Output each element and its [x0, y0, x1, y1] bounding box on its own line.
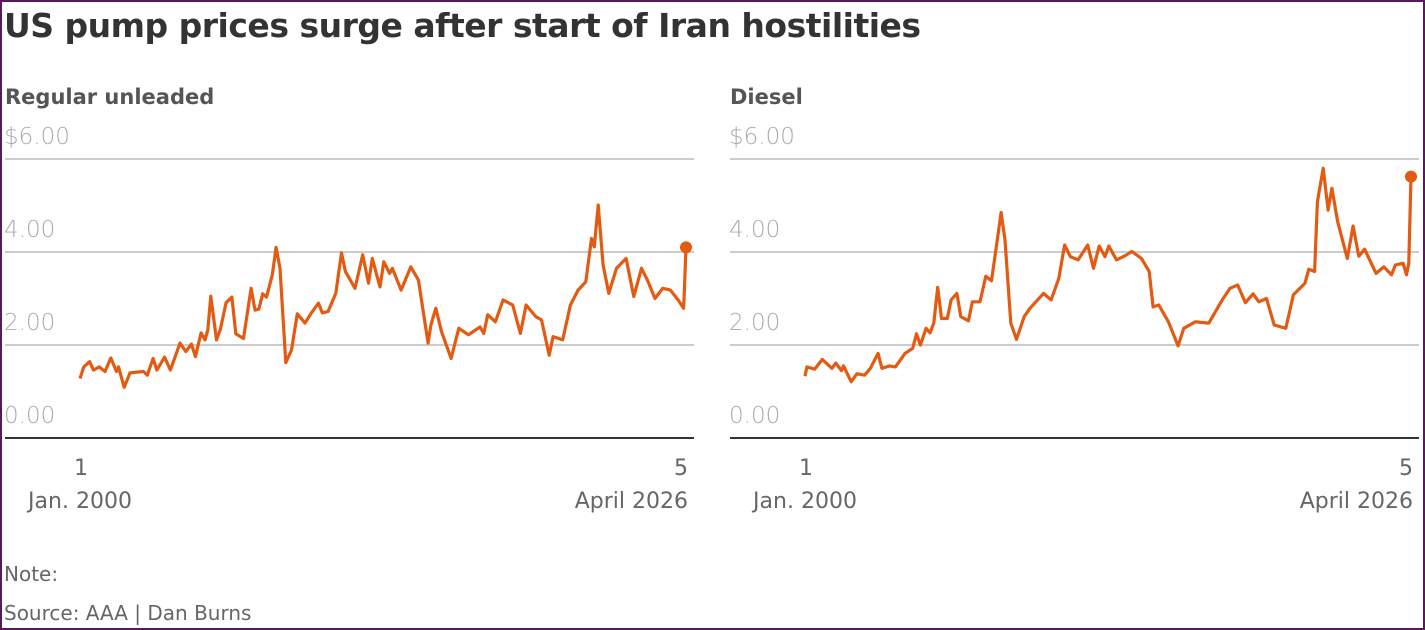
- x-tick-month: Jan. 2000: [753, 489, 857, 514]
- x-axis-baseline: [730, 437, 1419, 439]
- latest-value-marker: [1405, 170, 1417, 183]
- gridline: [730, 344, 1419, 346]
- y-tick-label: 2.00: [729, 310, 781, 336]
- x-tick-day: 5: [1399, 456, 1413, 481]
- x-tick-label-end: 5 April 2026: [1281, 452, 1413, 518]
- gridline: [5, 344, 694, 346]
- latest-value-marker: [680, 241, 692, 254]
- x-tick-day: 1: [74, 456, 88, 481]
- y-tick-label: $6.00: [4, 124, 70, 150]
- gridline: [730, 251, 1419, 253]
- x-tick-month: Jan. 2000: [28, 489, 132, 514]
- gridline: [5, 251, 694, 253]
- y-tick-label: 4.00: [729, 217, 781, 243]
- y-tick-label: 4.00: [4, 217, 56, 243]
- x-tick-month: April 2026: [1299, 489, 1413, 514]
- x-tick-month: April 2026: [574, 489, 688, 514]
- panel-title: Regular unleaded: [5, 85, 215, 109]
- source-text: Source: AAA | Dan Burns: [4, 601, 252, 625]
- y-tick-label: 0.00: [729, 403, 781, 429]
- panel-title: Diesel: [730, 85, 803, 109]
- chart-title: US pump prices surge after start of Iran…: [4, 6, 921, 45]
- x-tick-label-end: 5 April 2026: [556, 452, 688, 518]
- x-tick-label-start: 1 Jan. 2000: [20, 452, 140, 518]
- note-text: Note:: [4, 562, 59, 586]
- plot-area: [803, 166, 1417, 384]
- x-tick-day: 1: [799, 456, 813, 481]
- y-tick-label: $6.00: [729, 124, 795, 150]
- y-tick-label: 2.00: [4, 310, 56, 336]
- price-line: [78, 203, 688, 389]
- gridline: [5, 158, 694, 160]
- x-tick-label-start: 1 Jan. 2000: [745, 452, 865, 518]
- gridline: [730, 158, 1419, 160]
- y-tick-label: 0.00: [4, 403, 56, 429]
- price-line: [803, 166, 1413, 384]
- x-tick-day: 5: [674, 456, 688, 481]
- plot-area: [78, 203, 692, 389]
- x-axis-baseline: [5, 437, 694, 439]
